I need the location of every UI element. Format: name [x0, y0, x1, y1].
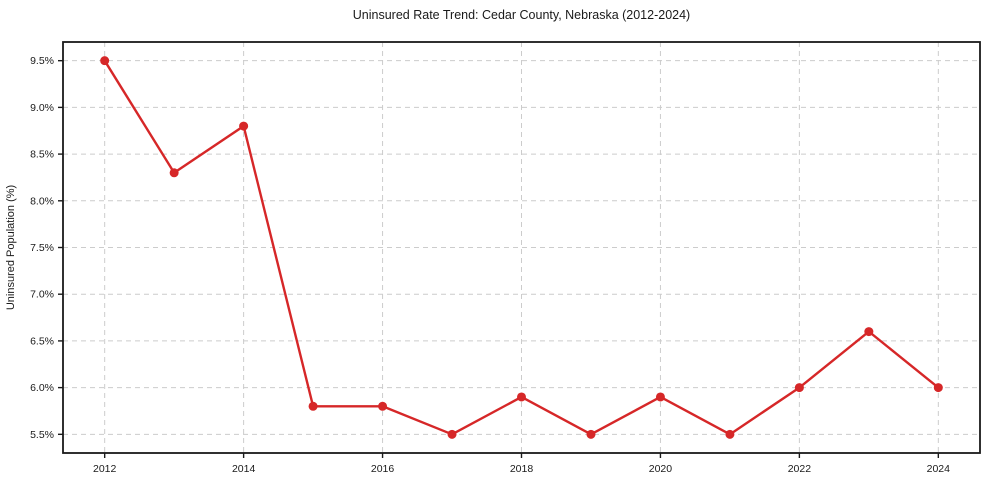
y-tick-label: 6.5% [30, 335, 54, 347]
x-tick-label: 2016 [371, 463, 395, 475]
chart-title: Uninsured Rate Trend: Cedar County, Nebr… [352, 8, 691, 22]
data-point [378, 401, 388, 411]
data-point [169, 168, 179, 178]
y-tick-label: 8.5% [30, 149, 54, 161]
data-point [586, 429, 596, 439]
y-tick-label: 6.0% [30, 382, 54, 394]
data-point [447, 429, 457, 439]
data-point [239, 121, 249, 131]
data-point [794, 383, 804, 393]
data-point [864, 327, 874, 337]
x-tick-label: 2012 [93, 463, 117, 475]
x-tick-label: 2018 [510, 463, 534, 475]
data-point [933, 383, 943, 393]
y-tick-label: 9.0% [30, 102, 54, 114]
data-point [725, 429, 735, 439]
y-tick-label: 8.0% [30, 195, 54, 207]
x-tick-label: 2024 [927, 463, 951, 475]
y-tick-label: 7.5% [30, 242, 54, 254]
y-tick-label: 5.5% [30, 429, 54, 441]
x-tick-label: 2020 [649, 463, 673, 475]
y-axis-label: Uninsured Population (%) [5, 185, 17, 310]
data-point [308, 401, 318, 411]
data-point [100, 56, 110, 66]
y-tick-label: 7.0% [30, 289, 54, 301]
data-point [655, 392, 665, 402]
x-tick-label: 2014 [232, 463, 256, 475]
x-tick-label: 2022 [788, 463, 812, 475]
data-point [517, 392, 526, 402]
y-tick-label: 9.5% [30, 55, 54, 67]
